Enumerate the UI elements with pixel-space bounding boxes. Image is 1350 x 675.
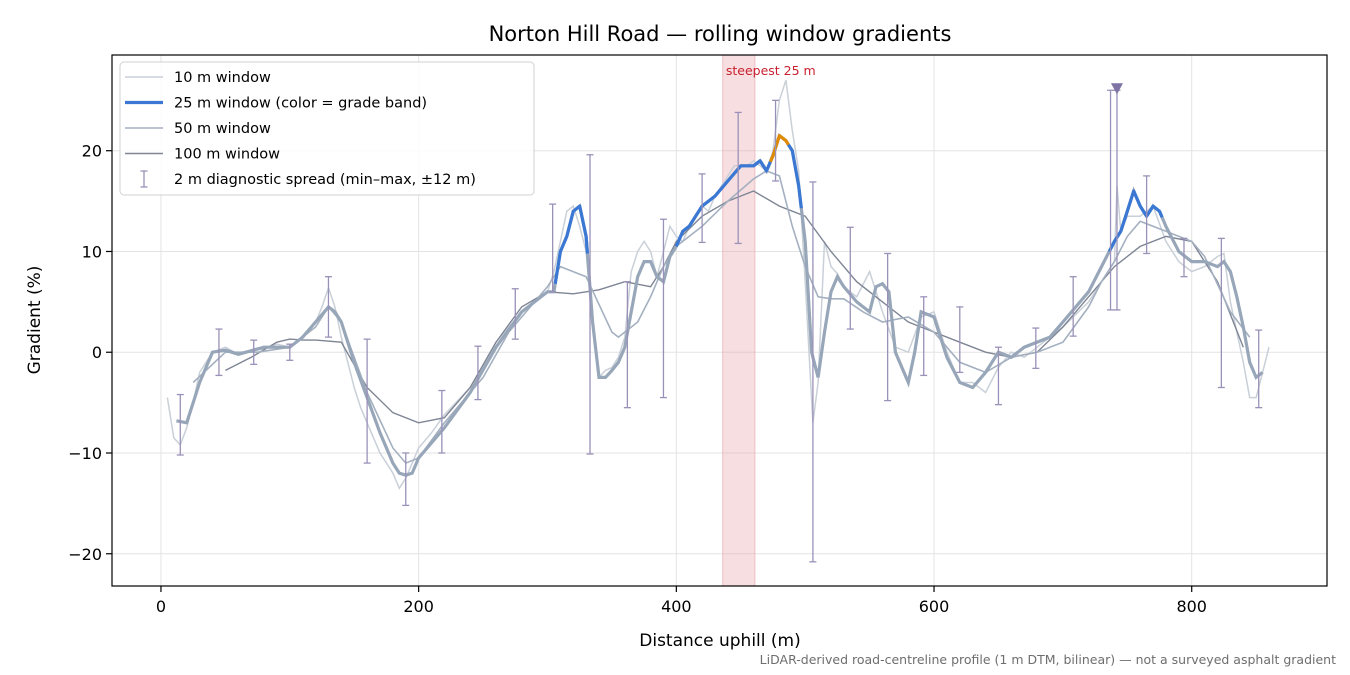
series-lines <box>166 79 1270 490</box>
highlight-label: steepest 25 m <box>726 63 816 78</box>
y-tick-label: 0 <box>92 343 102 362</box>
series-50m-line <box>192 170 1251 465</box>
axis-ticks: 0 200 400 600 800 −20 −10 0 10 20 <box>68 142 1207 616</box>
series-25m-band-segment <box>674 159 772 248</box>
peak-triangle-marker <box>1110 83 1123 95</box>
series-10m-line <box>166 79 1270 490</box>
x-tick-label: 600 <box>919 597 950 616</box>
series-25m-band-segment <box>768 134 790 163</box>
series-25m-band-segment <box>553 204 589 284</box>
error-bars <box>176 89 1263 563</box>
x-tick-label: 200 <box>403 597 434 616</box>
y-tick-label: 20 <box>82 142 102 161</box>
legend-50m-label: 50 m window <box>174 121 271 137</box>
legend-10m-label: 10 m window <box>174 70 271 86</box>
legend-100m-label: 100 m window <box>174 147 280 163</box>
x-tick-label: 400 <box>661 597 692 616</box>
y-tick-label: −20 <box>68 545 102 564</box>
legend-errorbar-label: 2 m diagnostic spread (min–max, ±12 m) <box>174 172 476 188</box>
y-tick-label: 10 <box>82 242 102 261</box>
x-tick-label: 800 <box>1176 597 1207 616</box>
x-axis-label: Distance uphill (m) <box>639 631 800 651</box>
steepest-highlight: steepest 25 m <box>722 54 816 587</box>
footnote: LiDAR-derived road-centreline profile (1… <box>760 652 1336 667</box>
grid-lines <box>112 55 1327 586</box>
x-tick-label: 0 <box>156 597 166 616</box>
peak-marker <box>1110 83 1123 95</box>
plot-frame <box>111 54 1328 587</box>
legend-box <box>119 61 535 196</box>
y-axis-label: Gradient (%) <box>25 266 45 375</box>
legend-25m-label: 25 m window (color = grade band) <box>174 96 427 112</box>
legend: 10 m window 25 m window (color = grade ba… <box>119 61 535 196</box>
series-25m-band-segment <box>787 143 803 209</box>
chart-title: Norton Hill Road — rolling window gradie… <box>489 22 952 46</box>
y-tick-label: −10 <box>68 444 102 463</box>
